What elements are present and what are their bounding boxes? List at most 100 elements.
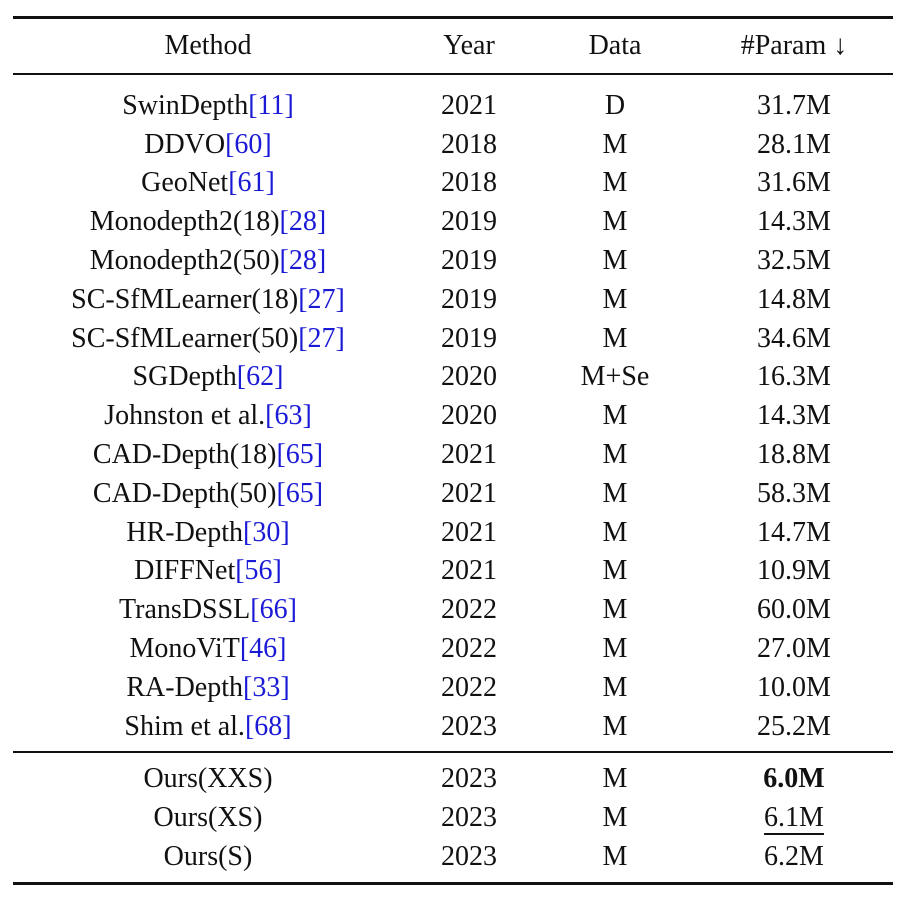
citation-link[interactable]: [65] <box>276 439 324 471</box>
method-name: DDVO <box>144 128 226 160</box>
citation-link[interactable]: [28] <box>279 245 327 277</box>
method-name: Monodepth2(18) <box>89 206 280 238</box>
citation-link[interactable]: [46] <box>239 633 287 665</box>
method-cell: SwinDepth[11] <box>13 89 403 121</box>
method-name: TransDSSL <box>119 594 251 626</box>
method-name: MonoViT <box>129 633 240 665</box>
method-cell: SC-SfMLearner(50)[27] <box>13 322 403 354</box>
param-value: 6.0M <box>763 762 825 794</box>
method-cell: HR-Depth[30] <box>13 516 403 548</box>
param-value: 6.2M <box>764 840 824 872</box>
method-name: GeoNet <box>141 167 229 199</box>
method-name: CAD-Depth(50) <box>92 477 277 509</box>
table-row: Shim et al.[68] 2023 M 25.2M <box>13 707 893 746</box>
method-cell: Ours(S) <box>163 840 253 872</box>
table-row: Johnston et al.[63] 2020 M 14.3M <box>13 397 893 436</box>
citation-link[interactable]: [68] <box>244 710 292 742</box>
param-cell: 6.1M <box>695 801 893 833</box>
citation-link[interactable]: [63] <box>265 400 312 432</box>
year-cell: 2018 <box>441 128 497 160</box>
data-cell: M <box>602 710 628 742</box>
method-name: Shim et al. <box>124 710 245 742</box>
citation-link[interactable]: [66] <box>250 594 297 626</box>
table-row: SC-SfMLearner(50)[27] 2019 M 34.6M <box>13 319 893 358</box>
method-cell: Johnston et al.[63] <box>13 402 403 430</box>
table-row: CAD-Depth(18)[65] 2021 M 18.8M <box>13 436 893 475</box>
param-cell: 31.6M <box>757 167 831 199</box>
method-cell: DIFFNet[56] <box>13 557 403 585</box>
data-cell: M <box>602 477 628 509</box>
table-row: GeoNet[61] 2018 M 31.6M <box>13 164 893 203</box>
citation-link[interactable]: [56] <box>235 555 282 587</box>
param-cell: 60.0M <box>757 594 831 626</box>
citation-link[interactable]: [30] <box>243 516 290 548</box>
data-cell: M <box>602 400 628 432</box>
param-cell: 18.8M <box>757 439 831 471</box>
citation-link[interactable]: [33] <box>243 671 290 703</box>
param-cell: 10.9M <box>757 555 831 587</box>
table-row: DDVO[60] 2018 M 28.1M <box>13 125 893 164</box>
data-cell: M <box>602 322 628 354</box>
citation-link[interactable]: [27] <box>298 283 345 315</box>
year-cell: 2018 <box>441 167 497 199</box>
data-cell: M <box>602 840 628 872</box>
method-name: Monodepth2(50) <box>89 245 280 277</box>
method-cell: Ours(XXS) <box>143 762 273 794</box>
method-name: SC-SfMLearner(18) <box>71 283 299 315</box>
table-row: HR-Depth[30] 2021 M 14.7M <box>13 513 893 552</box>
method-name: SwinDepth <box>122 89 249 121</box>
table-body: SwinDepth[11] 2021 D 31.7M DDVO[60] 2018 M 28.1… <box>13 87 893 747</box>
year-cell: 2021 <box>441 439 497 471</box>
year-cell: 2019 <box>441 245 497 277</box>
data-cell: M <box>602 555 628 587</box>
table-row-ours: Ours(XXS) 2023 M 6.0M <box>13 760 893 799</box>
method-cell: CAD-Depth(18)[65] <box>13 441 403 469</box>
table-row: CAD-Depth(50)[65] 2021 M 58.3M <box>13 474 893 513</box>
param-cell: 34.6M <box>757 322 831 354</box>
citation-link[interactable]: [60] <box>225 128 272 160</box>
year-cell: 2021 <box>441 477 497 509</box>
table-header-rule <box>13 73 893 75</box>
data-cell: M <box>602 594 628 626</box>
param-cell: 28.1M <box>757 128 831 160</box>
table-header-row: Method Year Data #Param ↓ <box>13 19 893 73</box>
method-cell: DDVO[60] <box>13 128 403 160</box>
data-cell: M <box>602 671 628 703</box>
table-ours-section: Ours(XXS) 2023 M 6.0M Ours(XS) 2023 M 6.1M Ours(… <box>13 760 893 876</box>
year-cell: 2020 <box>441 400 497 432</box>
year-cell: 2020 <box>441 361 497 393</box>
param-cell: 32.5M <box>757 245 831 277</box>
param-cell: 31.7M <box>757 89 831 121</box>
year-cell: 2022 <box>441 671 497 703</box>
data-cell: M <box>602 439 628 471</box>
year-cell: 2023 <box>441 801 497 833</box>
year-cell: 2022 <box>441 594 497 626</box>
table-row: DIFFNet[56] 2021 M 10.9M <box>13 552 893 591</box>
citation-link[interactable]: [11] <box>248 89 294 121</box>
citation-link[interactable]: [61] <box>228 167 275 199</box>
table-row: SC-SfMLearner(18)[27] 2019 M 14.8M <box>13 280 893 319</box>
citation-link[interactable]: [27] <box>298 322 345 354</box>
param-cell: 14.8M <box>757 283 831 315</box>
header-data: Data <box>588 30 642 61</box>
table-row: MonoViT[46] 2022 M 27.0M <box>13 630 893 669</box>
citation-link[interactable]: [62] <box>236 361 284 393</box>
year-cell: 2019 <box>441 322 497 354</box>
method-name: SGDepth <box>132 361 237 393</box>
method-name: DIFFNet <box>134 555 236 587</box>
method-cell: RA-Depth[33] <box>13 671 403 703</box>
method-name: SC-SfMLearner(50) <box>71 322 299 354</box>
param-value: 6.1M <box>764 801 824 833</box>
table-row: Monodepth2(18)[28] 2019 M 14.3M <box>13 203 893 242</box>
table-row: SGDepth[62] 2020 M+Se 16.3M <box>13 358 893 397</box>
method-cell: TransDSSL[66] <box>13 596 403 624</box>
method-cell: Monodepth2(50)[28] <box>13 247 403 275</box>
table-row-ours: Ours(XS) 2023 M 6.1M <box>13 798 893 837</box>
citation-link[interactable]: [65] <box>276 477 324 509</box>
data-cell: M <box>602 283 628 315</box>
data-cell: M+Se <box>580 361 650 393</box>
data-cell: M <box>602 762 628 794</box>
data-cell: M <box>602 801 628 833</box>
params-table: Method Year Data #Param ↓ SwinDepth[11] 2… <box>13 16 893 885</box>
citation-link[interactable]: [28] <box>279 206 327 238</box>
